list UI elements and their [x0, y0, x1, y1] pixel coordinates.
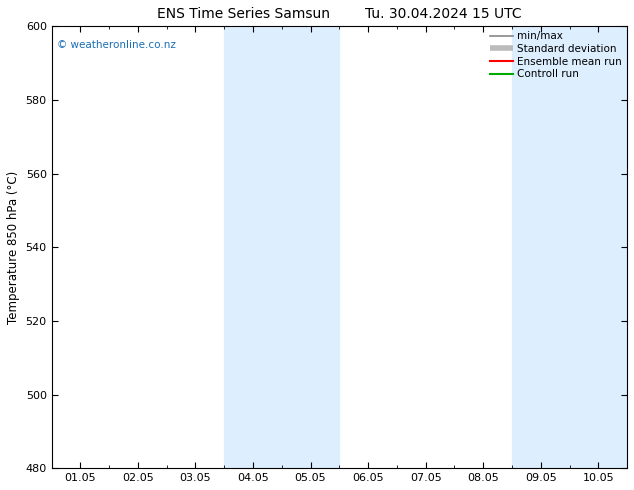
- Y-axis label: Temperature 850 hPa (°C): Temperature 850 hPa (°C): [7, 171, 20, 324]
- Legend: min/max, Standard deviation, Ensemble mean run, Controll run: min/max, Standard deviation, Ensemble me…: [488, 29, 624, 81]
- Bar: [512, 26, 627, 468]
- Title: ENS Time Series Samsun        Tu. 30.04.2024 15 UTC: ENS Time Series Samsun Tu. 30.04.2024 15…: [157, 7, 522, 21]
- Text: © weatheronline.co.nz: © weatheronline.co.nz: [57, 40, 176, 49]
- Bar: [224, 26, 339, 468]
